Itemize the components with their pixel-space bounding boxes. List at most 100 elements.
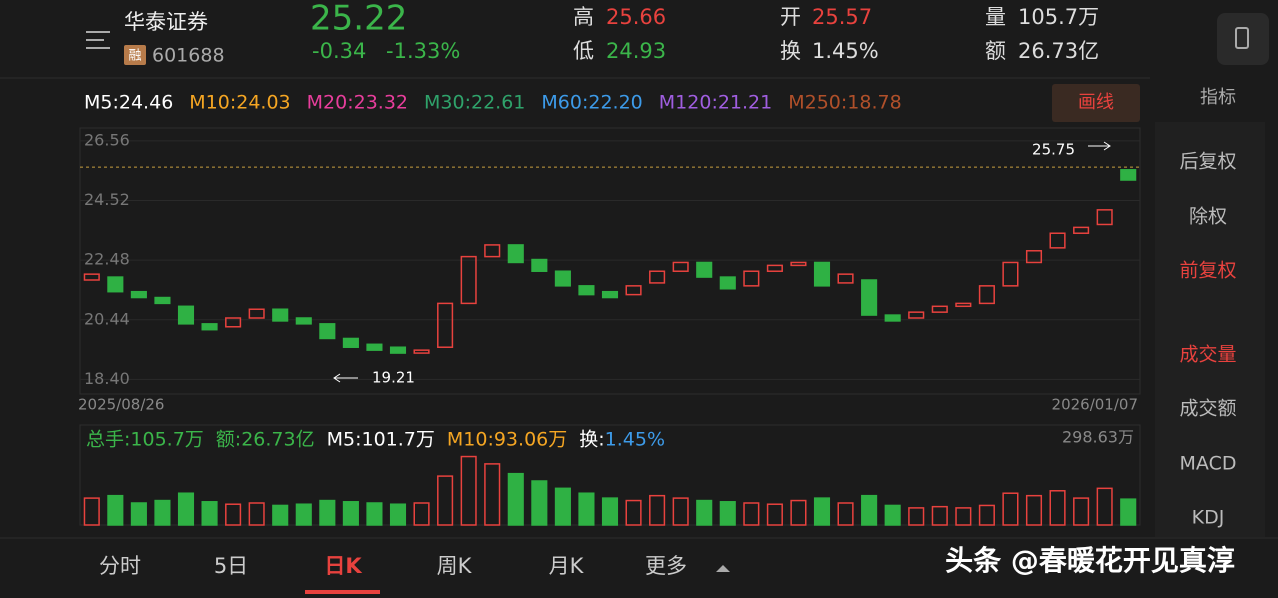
tag-bg [124, 45, 146, 65]
back-icon[interactable] [86, 31, 110, 49]
volume-bar [908, 507, 925, 526]
volume-bar [83, 497, 100, 526]
open: 25.57 [812, 5, 872, 29]
volume-bar [342, 501, 359, 526]
tab[interactable]: 月K [549, 554, 585, 578]
device-button[interactable] [1217, 13, 1269, 65]
y-tick-label: 20.44 [84, 309, 130, 328]
volume-bar [837, 502, 854, 526]
side-item[interactable]: MACD [1180, 453, 1237, 475]
y-tick-label: 22.48 [84, 250, 130, 269]
tag: 融 [128, 49, 141, 64]
ma-label: M30:22.61 [424, 92, 525, 114]
volume-bar [484, 463, 501, 526]
candle [766, 264, 783, 272]
change: -0.34 [312, 39, 366, 63]
volume-bar [413, 502, 430, 526]
indicator-label[interactable]: 指标 [1200, 87, 1236, 108]
stock-name: 华泰证券 [124, 10, 208, 34]
x-end: 2026/01/07 [1052, 396, 1138, 414]
side-item[interactable]: 前复权 [1179, 260, 1236, 282]
high: 25.66 [606, 5, 666, 29]
tab[interactable]: 日K [324, 554, 362, 578]
candle [1120, 169, 1137, 181]
candle [130, 290, 147, 299]
volume-bar [225, 503, 242, 526]
watermark: 头条 @春暖花开见真淳 [945, 544, 1235, 577]
candle [672, 261, 689, 272]
ma-label: M60:22.20 [541, 92, 642, 114]
device-icon [1235, 27, 1249, 49]
volume-bar [366, 502, 383, 526]
candle [460, 255, 477, 305]
candle [1002, 261, 1019, 287]
candle [389, 346, 407, 354]
candle [578, 285, 595, 296]
volume-bar [625, 499, 642, 526]
volume-bar [1120, 498, 1137, 526]
volume-bar [1025, 494, 1043, 526]
volume-bar [177, 492, 195, 526]
tab[interactable]: 周K [437, 554, 473, 578]
volume-bar [1096, 487, 1113, 526]
candle [837, 273, 854, 284]
candle [177, 305, 195, 325]
label: 高 [573, 5, 594, 29]
candle [107, 276, 124, 293]
volume-legend: M5:101.7万 [327, 429, 435, 451]
volume-bar [1049, 490, 1066, 526]
candle [554, 270, 571, 287]
side-item[interactable]: 成交额 [1179, 398, 1236, 420]
candle [1096, 209, 1113, 226]
volume-bar [790, 499, 807, 526]
candle [295, 317, 312, 325]
tab[interactable]: 更多 [645, 554, 687, 578]
low: 24.93 [606, 39, 666, 63]
side-item[interactable]: KDJ [1192, 507, 1225, 529]
volume-bar [1002, 492, 1019, 526]
y-tick-label: 18.40 [84, 369, 130, 388]
draw-button[interactable] [1052, 84, 1140, 122]
ma-label: M5:24.46 [84, 92, 173, 114]
label: 额 [985, 39, 1006, 63]
candle [413, 349, 430, 354]
candle [649, 270, 666, 284]
volume-bar [107, 494, 124, 526]
ma-label: M120:21.21 [659, 92, 772, 114]
candle [1049, 232, 1066, 249]
volume-bar [554, 487, 571, 526]
volume-bar [531, 480, 548, 526]
volume-bar [813, 497, 831, 526]
ma-label: M20:23.32 [307, 92, 408, 114]
volume-legend: 额:26.73亿 [216, 429, 315, 451]
candle [1025, 250, 1043, 264]
candle [601, 290, 619, 299]
volume-bar [460, 455, 477, 526]
volume-legend: 换: [579, 429, 604, 451]
side-panel [1155, 122, 1265, 537]
side-item[interactable]: 成交量 [1179, 344, 1236, 366]
arrow [333, 373, 358, 383]
candle [625, 285, 642, 296]
candle [696, 261, 713, 278]
candle [531, 258, 548, 272]
candle [366, 343, 383, 351]
side-item[interactable]: 后复权 [1179, 151, 1236, 173]
volume-bar [389, 503, 407, 526]
annotation: 19.21 [372, 369, 415, 387]
more-arrow [716, 565, 730, 572]
candle [201, 323, 218, 331]
candle [790, 261, 807, 267]
turnover: 1.45% [812, 39, 879, 63]
label: 量 [985, 5, 1006, 29]
candle [342, 337, 359, 348]
tab[interactable]: 分时 [99, 554, 141, 578]
change-pct: -1.33% [386, 39, 460, 63]
candle [319, 323, 336, 340]
side-item[interactable]: 除权 [1189, 206, 1227, 228]
volume-bar [766, 503, 783, 526]
tab[interactable]: 5日 [214, 554, 248, 578]
candle [955, 302, 972, 308]
candle [154, 296, 171, 305]
volume-bar [130, 502, 147, 526]
